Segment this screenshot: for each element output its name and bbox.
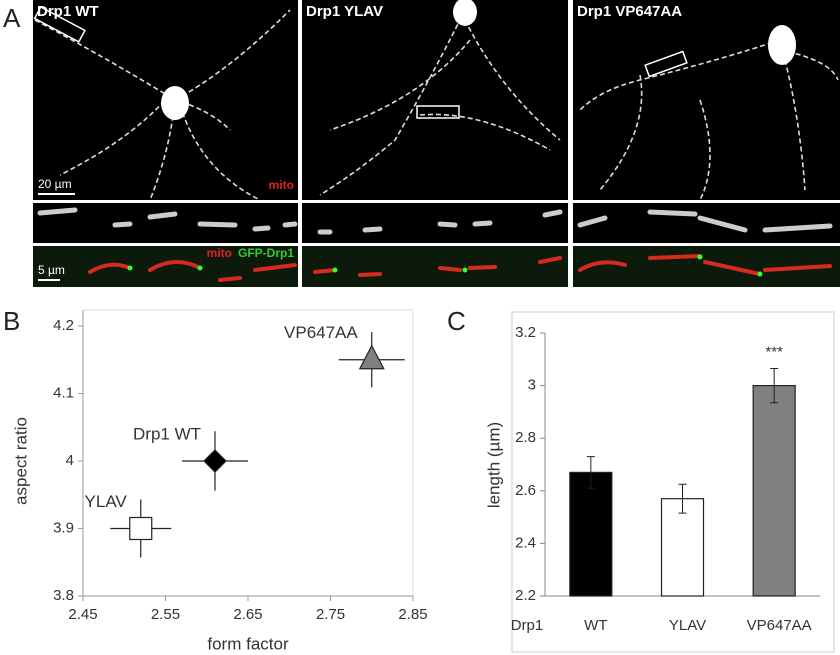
x-tick-label: WT	[584, 617, 607, 634]
significance: ***	[765, 343, 783, 360]
x-axis-label: Drp1	[511, 617, 544, 634]
chart-frame	[511, 311, 835, 653]
channel-label: mito	[269, 178, 294, 192]
y-tick-label: 3.8	[53, 587, 74, 604]
y-tick-label: 2.2	[515, 587, 536, 604]
y-tick-label: 2.8	[515, 429, 536, 446]
point	[129, 516, 153, 541]
bar	[752, 385, 796, 597]
x-axis-label: form factor	[207, 634, 289, 653]
y-axis-label: aspect ratio	[11, 417, 30, 505]
y-tick-label: 3.2	[515, 324, 536, 341]
x-tick-label: 2.75	[316, 606, 345, 623]
x-tick-label: 2.85	[398, 606, 427, 623]
panel-label: A	[3, 3, 21, 33]
y-tick-label: 4	[66, 452, 74, 469]
bar	[660, 498, 705, 597]
bar	[569, 471, 613, 597]
panel-label: B	[3, 306, 20, 336]
channel-label: mito	[207, 246, 232, 260]
y-axis-label: length (µm)	[484, 422, 503, 508]
error-bar	[586, 456, 595, 489]
y-tick-label: 4.2	[53, 317, 74, 334]
point	[358, 344, 385, 370]
scale-bar-label: 5 µm	[38, 263, 65, 277]
error-bar	[770, 368, 779, 404]
channel-label: GFP-Drp1	[238, 246, 294, 260]
y-tick-label: 4.1	[53, 384, 74, 401]
x-tick-label: 2.55	[151, 606, 180, 623]
point-label: YLAV	[85, 492, 128, 511]
image-title: Drp1 WT	[37, 3, 99, 20]
error-bar	[678, 483, 687, 514]
image-title: Drp1 YLAV	[306, 3, 383, 20]
y-tick-label: 2.4	[515, 534, 536, 551]
x-tick-label: 2.65	[233, 606, 262, 623]
panel-label: C	[447, 306, 466, 336]
y-tick-label: 3.9	[53, 519, 74, 536]
point-label: Drp1 WT	[133, 424, 201, 443]
point	[203, 449, 227, 473]
x-tick-label: YLAV	[669, 617, 706, 634]
x-tick-label: 2.45	[68, 606, 97, 623]
y-tick-label: 2.6	[515, 482, 536, 499]
y-tick-label: 3	[528, 377, 536, 394]
point-label: VP647AA	[284, 323, 358, 342]
image-title: Drp1 VP647AA	[577, 3, 682, 20]
x-tick-label: VP647AA	[747, 617, 812, 634]
scale-bar-label: 20 µm	[38, 177, 72, 191]
plot-frame	[82, 309, 414, 597]
micrographs	[33, 0, 840, 287]
